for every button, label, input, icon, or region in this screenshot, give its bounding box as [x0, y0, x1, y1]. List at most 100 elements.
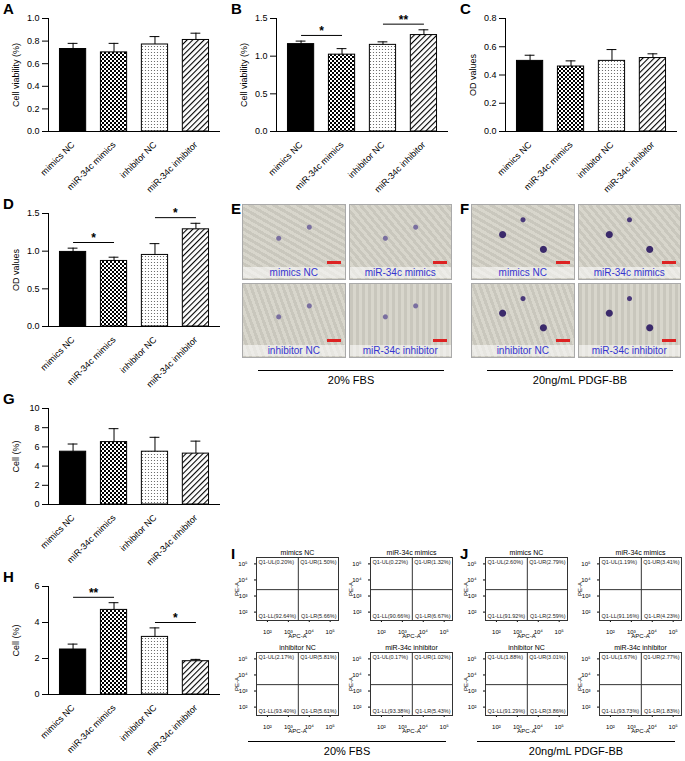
svg-text:mimics NC: mimics NC	[39, 139, 77, 177]
svg-text:Q1-LL(93.73%): Q1-LL(93.73%)	[602, 708, 640, 714]
svg-text:miR-34c mimics: miR-34c mimics	[65, 512, 118, 565]
svg-text:Q1-LL(91.16%): Q1-LL(91.16%)	[602, 613, 640, 619]
svg-text:10⁵: 10⁵	[352, 656, 362, 662]
svg-text:Q1-UL(2.17%): Q1-UL(2.17%)	[259, 654, 295, 660]
svg-text:Q1-UL(0.17%): Q1-UL(0.17%)	[373, 654, 409, 660]
svg-text:10⁵: 10⁵	[352, 561, 362, 567]
svg-text:Q1-LR(2.59%): Q1-LR(2.59%)	[530, 613, 566, 619]
svg-text:miR-34c mimics: miR-34c mimics	[65, 139, 118, 192]
svg-text:10: 10	[29, 403, 39, 413]
svg-text:4: 4	[34, 461, 39, 471]
svg-text:Cell (%): Cell (%)	[11, 440, 21, 472]
svg-text:0.6: 0.6	[27, 59, 40, 69]
svg-text:APC-A: APC-A	[631, 633, 649, 639]
svg-text:Q1-LL(93.40%): Q1-LL(93.40%)	[259, 708, 297, 714]
svg-text:Q1-UL(1.88%): Q1-UL(1.88%)	[488, 654, 524, 660]
svg-text:inhibitor NC: inhibitor NC	[575, 139, 616, 180]
svg-text:Q1-UL(0.20%): Q1-UL(0.20%)	[259, 559, 295, 565]
svg-text:miR-34c inhibitor: miR-34c inhibitor	[145, 703, 200, 758]
svg-text:10²: 10²	[492, 629, 501, 635]
svg-text:miR-34c inhibitor: miR-34c inhibitor	[385, 644, 438, 651]
svg-text:10³: 10³	[468, 688, 477, 694]
svg-text:PE-A: PE-A	[348, 582, 354, 596]
svg-text:10²: 10²	[582, 704, 591, 710]
svg-text:10³: 10³	[353, 593, 362, 599]
svg-text:Q1-UR(2.79%): Q1-UR(2.79%)	[529, 559, 566, 565]
svg-text:10⁵: 10⁵	[669, 629, 679, 635]
svg-text:Q1-LL(91.29%): Q1-LL(91.29%)	[488, 708, 526, 714]
svg-text:miR-34c mimics: miR-34c mimics	[293, 139, 346, 192]
svg-text:6: 6	[34, 442, 39, 452]
svg-text:*: *	[173, 611, 178, 625]
svg-text:10⁵: 10⁵	[440, 629, 450, 635]
svg-text:Q1-LL(92.64%): Q1-LL(92.64%)	[259, 613, 297, 619]
svg-text:Q1-UR(5.81%): Q1-UR(5.81%)	[300, 654, 337, 660]
svg-text:10³: 10³	[239, 688, 248, 694]
svg-text:0.4: 0.4	[484, 70, 497, 80]
svg-text:1.0: 1.0	[27, 13, 40, 23]
svg-text:Cell viability (%): Cell viability (%)	[11, 43, 21, 107]
svg-text:*: *	[173, 206, 178, 220]
svg-text:8: 8	[34, 423, 39, 433]
svg-text:0.8: 0.8	[484, 13, 497, 23]
svg-text:Q1-LL(90.66%): Q1-LL(90.66%)	[373, 613, 411, 619]
svg-text:10⁵: 10⁵	[669, 724, 679, 730]
svg-text:10²: 10²	[377, 629, 386, 635]
svg-text:10²: 10²	[239, 704, 248, 710]
svg-text:1.0: 1.0	[27, 246, 40, 256]
svg-text:APC-A: APC-A	[402, 728, 420, 734]
svg-text:0.6: 0.6	[484, 42, 497, 52]
svg-text:0.0: 0.0	[255, 126, 268, 136]
svg-text:0.5: 0.5	[255, 89, 268, 99]
svg-text:Q1-UL(1.67%): Q1-UL(1.67%)	[602, 654, 638, 660]
svg-text:miR-34c inhibitor: miR-34c inhibitor	[373, 140, 428, 195]
svg-text:0.2: 0.2	[484, 98, 497, 108]
svg-text:Q1-UR(3.01%): Q1-UR(3.01%)	[529, 654, 566, 660]
svg-text:miR-34c mimics: miR-34c mimics	[65, 334, 118, 387]
svg-text:PE-A: PE-A	[463, 677, 469, 691]
svg-text:10²: 10²	[239, 609, 248, 615]
svg-text:0: 0	[34, 689, 39, 699]
svg-text:mimics NC: mimics NC	[281, 549, 315, 556]
svg-text:10³: 10³	[353, 688, 362, 694]
svg-text:10²: 10²	[377, 724, 386, 730]
svg-text:inhibitor NC: inhibitor NC	[118, 702, 159, 743]
svg-text:10⁴: 10⁴	[467, 577, 477, 583]
svg-text:Q1-UR(1.02%): Q1-UR(1.02%)	[414, 654, 451, 660]
svg-text:10²: 10²	[468, 704, 477, 710]
svg-text:miR-34c mimics: miR-34c mimics	[522, 139, 575, 192]
svg-text:miR-34c inhibitor: miR-34c inhibitor	[145, 335, 200, 390]
svg-text:10⁵: 10⁵	[581, 561, 591, 567]
svg-text:1.5: 1.5	[255, 13, 268, 23]
svg-text:10⁵: 10⁵	[555, 629, 565, 635]
svg-text:Q1-UL(2.60%): Q1-UL(2.60%)	[488, 559, 524, 565]
svg-text:10⁵: 10⁵	[581, 656, 591, 662]
svg-text:PE-A: PE-A	[577, 677, 583, 691]
svg-text:0.2: 0.2	[27, 104, 40, 114]
svg-text:10²: 10²	[468, 609, 477, 615]
svg-text:miR-34c mimics: miR-34c mimics	[65, 702, 118, 755]
svg-text:2: 2	[34, 653, 39, 663]
svg-text:10⁵: 10⁵	[467, 561, 477, 567]
svg-text:10⁴: 10⁴	[581, 577, 591, 583]
svg-text:10⁴: 10⁴	[581, 672, 591, 678]
svg-text:miR-34c inhibitor: miR-34c inhibitor	[145, 513, 200, 568]
svg-text:miR-34c mimics: miR-34c mimics	[616, 549, 666, 556]
svg-text:0.0: 0.0	[484, 126, 497, 136]
svg-text:10⁴: 10⁴	[238, 577, 248, 583]
svg-text:4: 4	[34, 617, 39, 627]
svg-text:**: **	[399, 13, 409, 27]
svg-text:PE-A: PE-A	[234, 582, 240, 596]
svg-text:inhibitor NC: inhibitor NC	[508, 644, 545, 651]
svg-text:Q1-UL(0.22%): Q1-UL(0.22%)	[373, 559, 409, 565]
svg-text:0.5: 0.5	[27, 284, 40, 294]
svg-text:10²: 10²	[263, 724, 272, 730]
svg-text:1.0: 1.0	[255, 51, 268, 61]
svg-text:10⁵: 10⁵	[238, 561, 248, 567]
svg-text:Q1-LR(1.83%): Q1-LR(1.83%)	[644, 708, 680, 714]
svg-text:10²: 10²	[353, 609, 362, 615]
svg-text:*: *	[91, 231, 96, 245]
svg-text:APC-A: APC-A	[517, 633, 535, 639]
svg-text:0: 0	[34, 499, 39, 509]
svg-text:10³: 10³	[582, 593, 591, 599]
